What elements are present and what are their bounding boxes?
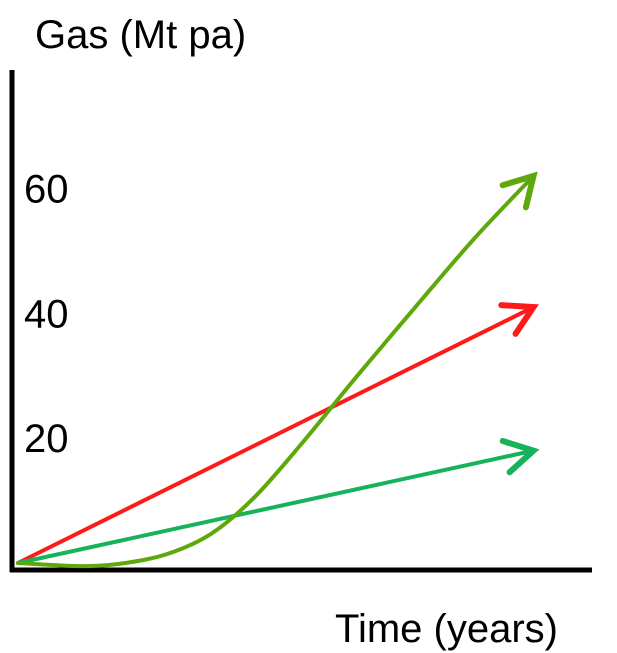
y-tick-label: 40	[24, 292, 69, 336]
series-line-0	[16, 302, 539, 565]
y-tick-label: 20	[24, 417, 69, 461]
y-ticks: 20 40 60	[24, 167, 69, 461]
series-line-2	[16, 171, 538, 569]
y-tick-label: 60	[24, 167, 69, 211]
series-line-1	[16, 437, 540, 565]
y-axis-label: Gas (Mt pa)	[35, 13, 246, 57]
x-axis-label: Time (years)	[335, 607, 558, 651]
series-group	[16, 171, 540, 569]
